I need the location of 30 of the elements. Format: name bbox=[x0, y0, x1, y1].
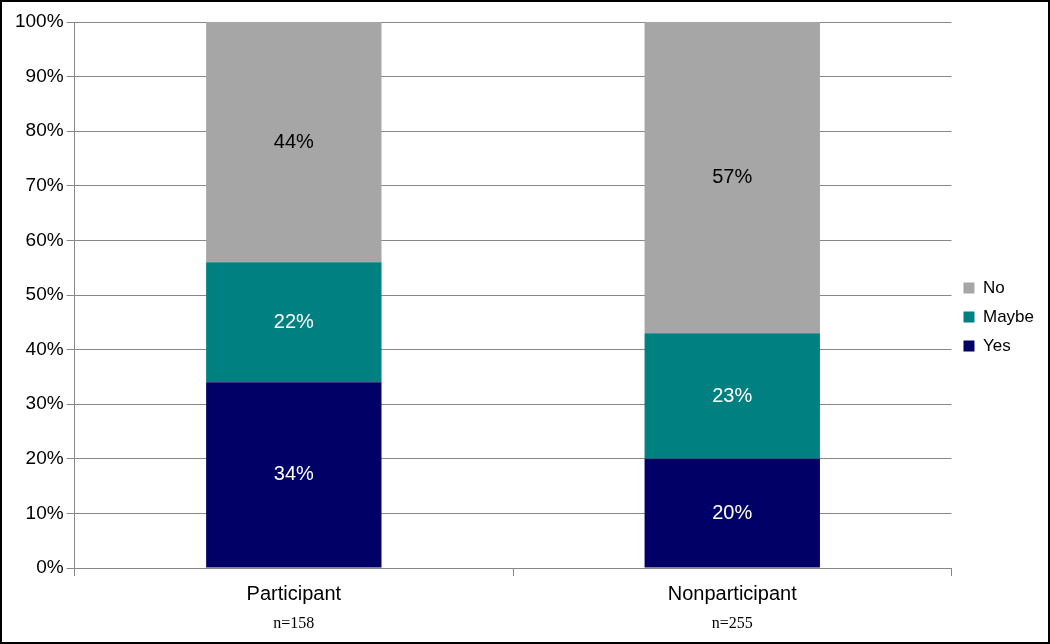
bar bbox=[644, 22, 820, 334]
y-tick-label: 90% bbox=[25, 64, 64, 86]
data-label: 34% bbox=[273, 462, 315, 485]
y-tick-label: 40% bbox=[25, 337, 64, 359]
data-label: 23% bbox=[712, 383, 753, 406]
bar bbox=[206, 22, 382, 263]
y-tick-label: 30% bbox=[25, 392, 64, 414]
x-tick-label: Nonparticipant bbox=[667, 581, 798, 604]
y-tick-label: 20% bbox=[25, 447, 64, 469]
data-label: 22% bbox=[273, 309, 315, 332]
data-label: 20% bbox=[712, 500, 753, 523]
legend-label: No bbox=[982, 277, 1005, 297]
x-tick-label: Participant bbox=[246, 581, 342, 604]
data-label: 44% bbox=[273, 129, 315, 152]
bar bbox=[206, 382, 382, 568]
text: n=255 bbox=[711, 614, 753, 632]
legend-label: Maybe bbox=[982, 306, 1035, 326]
y-tick-label: 60% bbox=[25, 228, 64, 250]
y-tick-label: 10% bbox=[25, 501, 64, 523]
bar bbox=[644, 458, 820, 568]
bar bbox=[644, 333, 820, 459]
y-tick-label: 80% bbox=[25, 119, 64, 141]
text: n=158 bbox=[273, 614, 315, 632]
legend-label: Yes bbox=[982, 335, 1011, 355]
data-label: 57% bbox=[712, 165, 753, 188]
bar bbox=[206, 262, 382, 383]
y-tick-label: 70% bbox=[25, 174, 64, 196]
y-tick-label: 50% bbox=[25, 283, 64, 305]
y-tick-label: 100% bbox=[14, 10, 64, 32]
y-tick-label: 0% bbox=[36, 556, 64, 578]
